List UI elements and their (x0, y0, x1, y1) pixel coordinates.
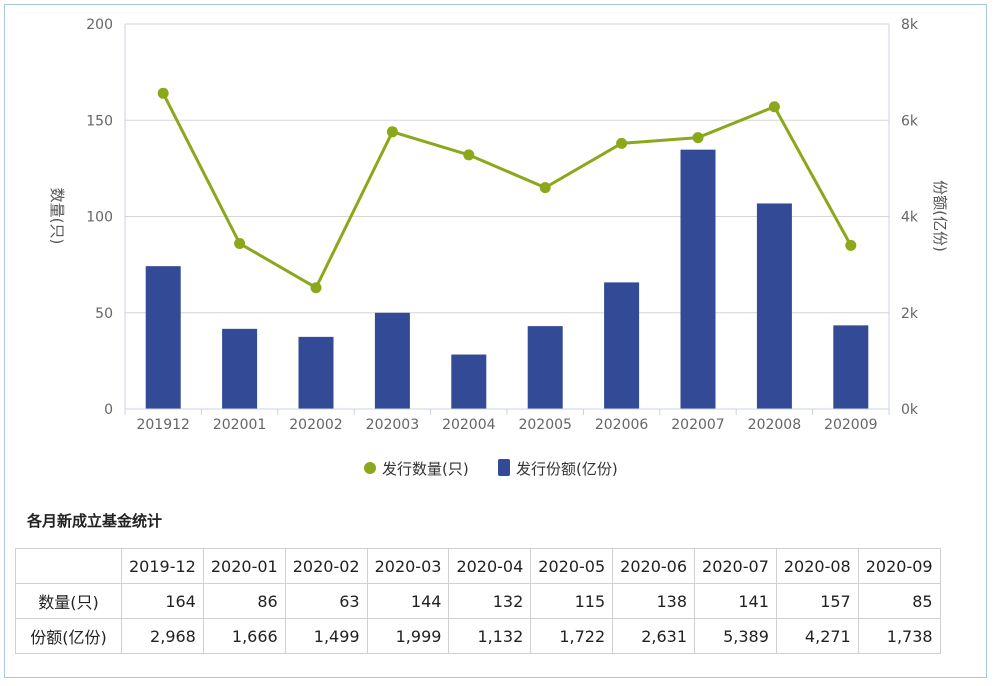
bar[interactable] (680, 149, 716, 410)
table-cell: 144 (366, 583, 450, 619)
x-tick-label: 202005 (518, 417, 571, 433)
line-point[interactable] (616, 137, 628, 149)
y-tick-right: 6k (901, 113, 919, 129)
x-tick-label: 202006 (595, 417, 649, 433)
y-tick-left: 100 (86, 210, 113, 226)
y-tick-right: 8k (901, 17, 919, 33)
legend-bar-marker (498, 459, 510, 476)
x-tick-label: 202001 (213, 417, 266, 433)
legend-line-label[interactable]: 发行数量(只) (382, 460, 469, 478)
table-cell: 164 (121, 583, 204, 619)
bar[interactable] (374, 312, 410, 409)
table-row: 份额(亿份) 2,968 1,666 1,499 1,999 1,132 1,7… (15, 618, 941, 654)
y-tick-right: 0k (901, 402, 919, 418)
x-tick-label: 202002 (289, 417, 342, 433)
row-label: 份额(亿份) (15, 618, 122, 654)
table-row: 数量(只) 164 86 63 144 132 115 138 141 157 … (15, 583, 941, 619)
table-cell: 115 (530, 583, 614, 619)
line-series (157, 87, 857, 294)
table-cell: 132 (448, 583, 532, 619)
table-cell: 138 (612, 583, 696, 619)
axes: 0 0k 50 2k 100 4k 150 6k 200 8k 201912 202001 202002… (86, 17, 919, 433)
bar[interactable] (527, 326, 563, 409)
line-point[interactable] (310, 282, 322, 294)
table-cell: 2,631 (612, 618, 696, 654)
table-cell: 5,389 (694, 618, 777, 654)
y-axis-right-title: 份额(亿份) (931, 180, 949, 252)
legend: 发行数量(只) 发行份额(亿份) (364, 459, 618, 478)
bar[interactable] (833, 325, 869, 409)
table-corner-cell (15, 548, 122, 584)
table-cell: 157 (775, 583, 859, 619)
bar[interactable] (604, 282, 640, 409)
table-header-row: 2019-12 2020-01 2020-02 2020-03 2020-04 … (15, 548, 941, 584)
x-tick-label: 202004 (442, 417, 496, 433)
table-cell: 1,666 (202, 618, 286, 654)
table-cell: 4,271 (775, 618, 859, 654)
line-point[interactable] (539, 182, 551, 194)
line-point[interactable] (692, 132, 704, 144)
table-cell: 1,132 (448, 618, 532, 654)
table-cell: 1,499 (284, 618, 368, 654)
table-cell: 2,968 (121, 618, 204, 654)
bar[interactable] (756, 203, 792, 409)
row-label: 数量(只) (15, 583, 122, 619)
line-point[interactable] (234, 237, 246, 249)
line-point[interactable] (463, 149, 475, 161)
y-tick-left: 200 (86, 17, 113, 33)
table-header-cell: 2019-12 (121, 548, 204, 584)
table-header-cell: 2020-03 (366, 548, 450, 584)
table-cell: 86 (202, 583, 286, 619)
x-tick-label: 202003 (366, 417, 419, 433)
bar[interactable] (298, 336, 334, 409)
table-header-cell: 2020-05 (530, 548, 614, 584)
table-cell: 1,738 (857, 618, 941, 654)
bar-series (145, 149, 869, 410)
series-line (161, 92, 853, 290)
line-point[interactable] (386, 126, 398, 138)
line-point[interactable] (845, 239, 857, 251)
combo-chart: 0 0k 50 2k 100 4k 150 6k 200 8k 201912 202001 202002… (48, 17, 949, 478)
y-tick-right: 4k (901, 210, 919, 226)
table-header-cell: 2020-07 (694, 548, 777, 584)
table-cell: 1,722 (530, 618, 614, 654)
table-header-cell: 2020-08 (775, 548, 859, 584)
table-header-cell: 2020-04 (448, 548, 532, 584)
table-cell: 85 (857, 583, 941, 619)
table-cell: 1,999 (366, 618, 450, 654)
y-tick-right: 2k (901, 306, 919, 322)
bar[interactable] (451, 354, 487, 409)
table-title: 各月新成立基金统计 (27, 512, 163, 530)
y-tick-left: 0 (104, 402, 113, 418)
y-tick-left: 150 (86, 113, 113, 129)
x-tick-label: 202008 (748, 417, 801, 433)
bar[interactable] (222, 328, 258, 409)
table-header-cell: 2020-02 (284, 548, 368, 584)
bar[interactable] (145, 266, 181, 409)
table-header-cell: 2020-01 (202, 548, 286, 584)
legend-bar-label[interactable]: 发行份额(亿份) (516, 460, 618, 478)
y-tick-left: 50 (95, 306, 113, 322)
legend-line-marker (364, 462, 376, 474)
line-point[interactable] (157, 87, 169, 99)
x-tick-label: 201912 (136, 417, 189, 433)
table-header-cell: 2020-06 (612, 548, 696, 584)
table-cell: 141 (694, 583, 777, 619)
y-axis-left-title: 数量(只) (48, 188, 66, 245)
table-header-cell: 2020-09 (857, 548, 941, 584)
table-cell: 63 (284, 583, 368, 619)
stats-table: 2019-12 2020-01 2020-02 2020-03 2020-04 … (15, 548, 941, 654)
x-tick-label: 202007 (671, 417, 724, 433)
line-point[interactable] (768, 101, 780, 113)
x-tick-label: 202009 (824, 417, 877, 433)
